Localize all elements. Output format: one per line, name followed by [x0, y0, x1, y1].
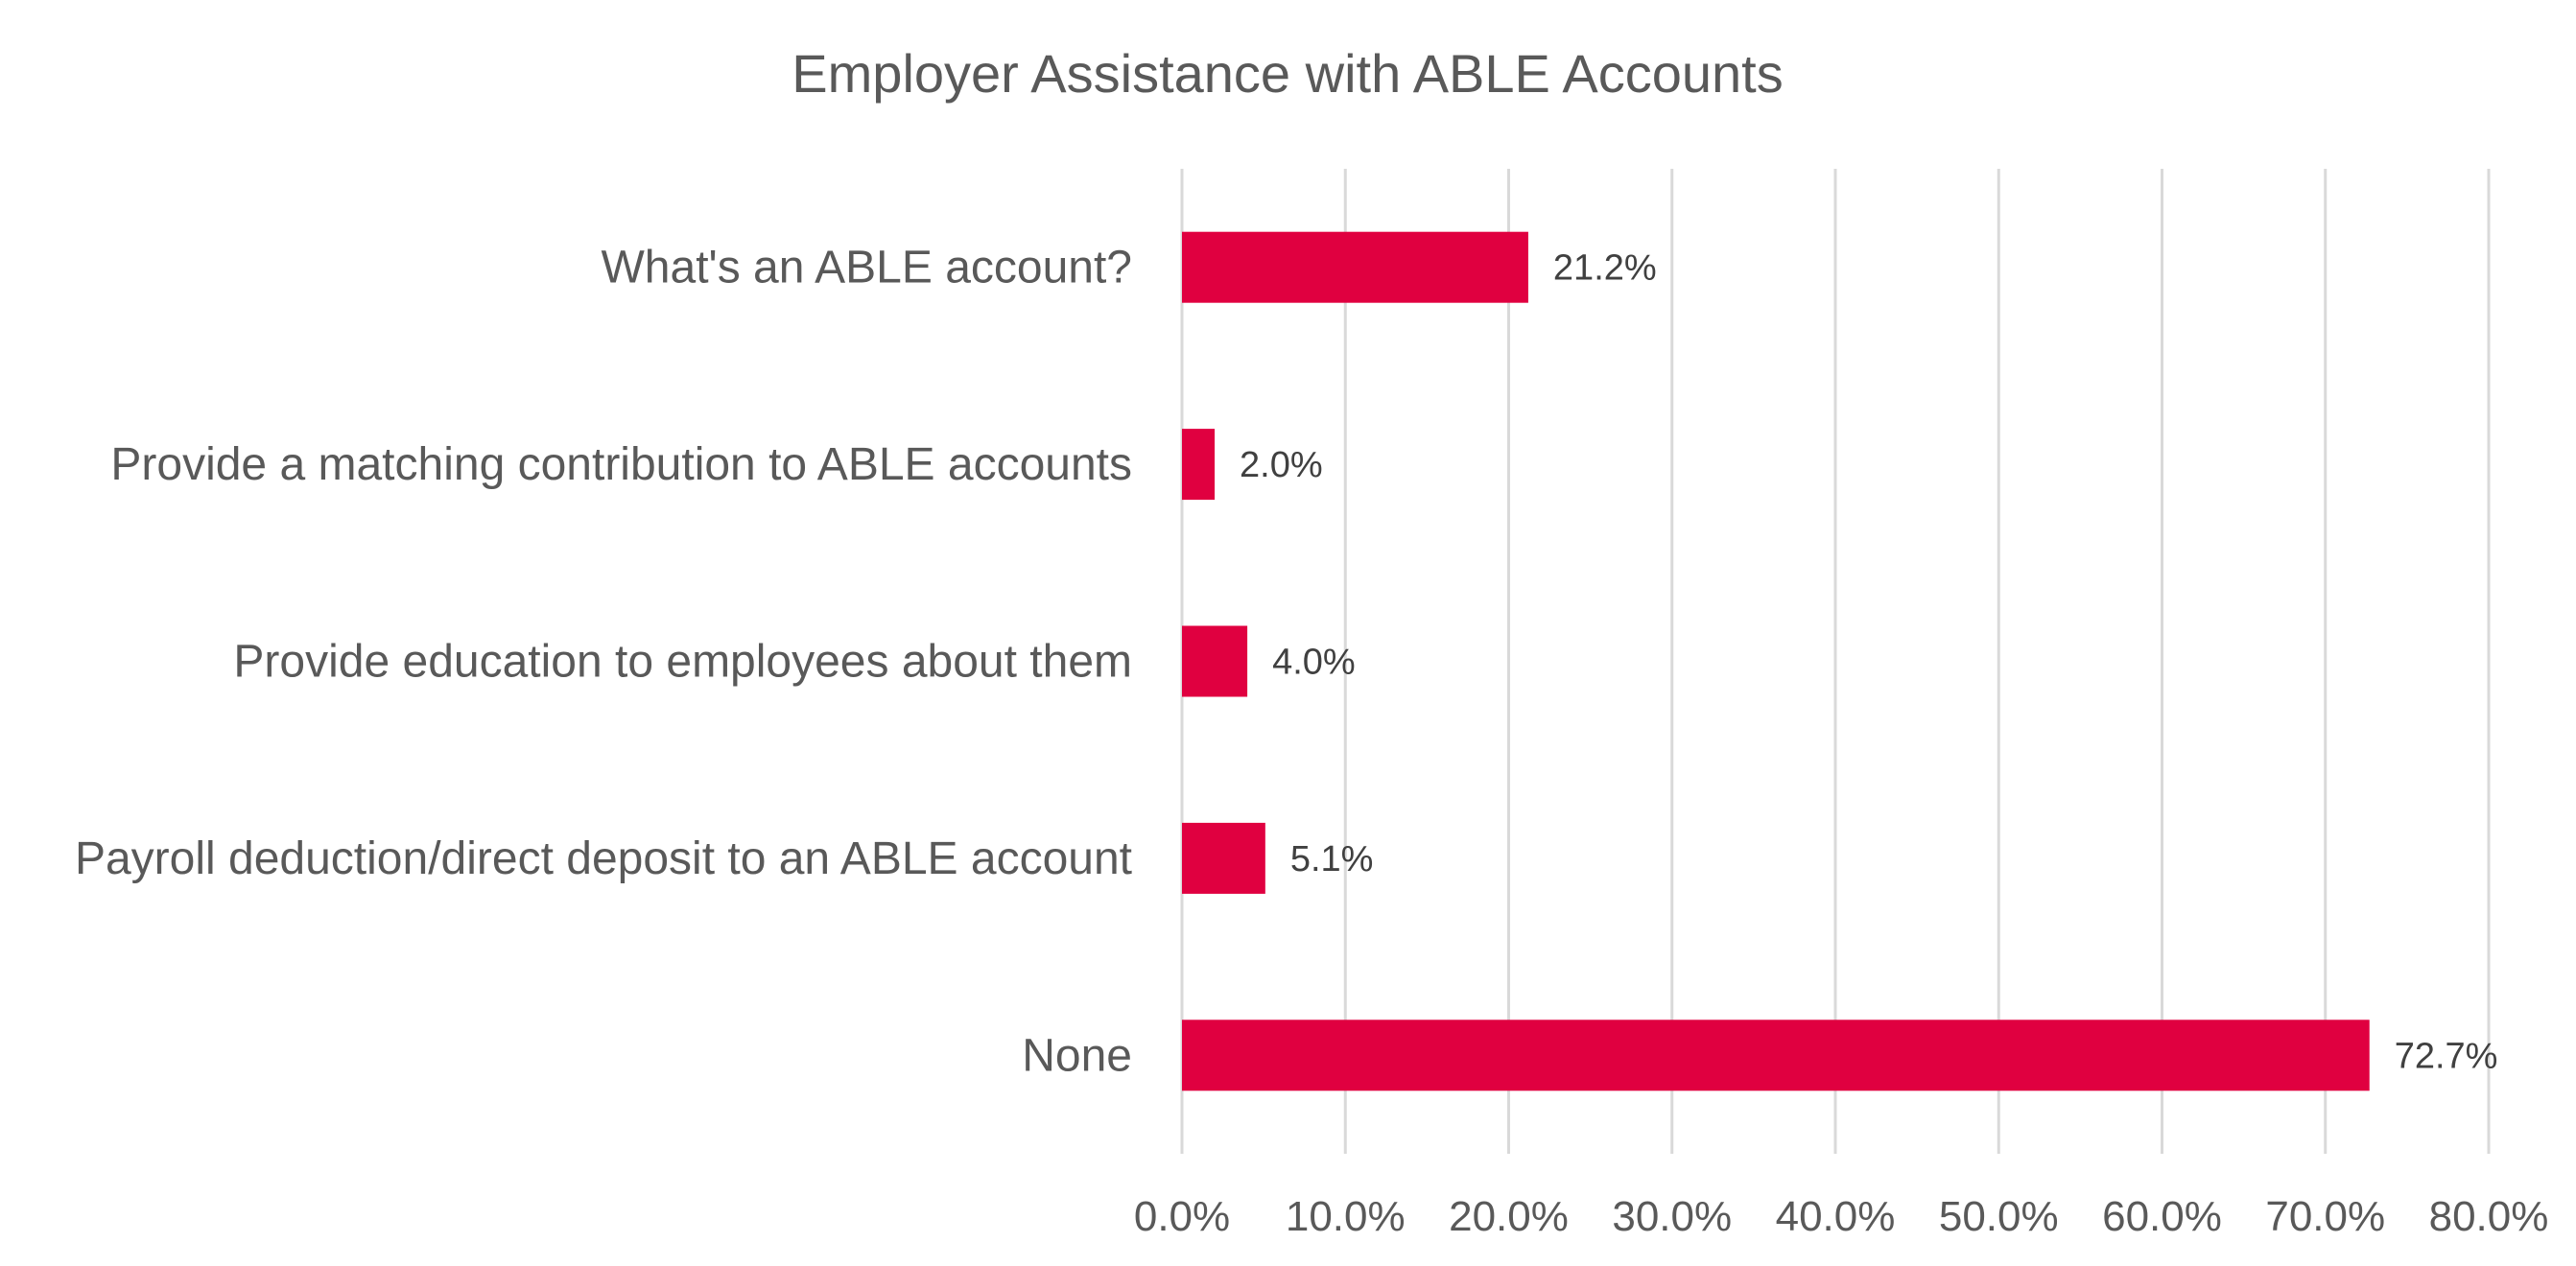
chart-title: Employer Assistance with ABLE Accounts: [792, 43, 1783, 104]
x-axis-tick-labels: 0.0% 10.0% 20.0% 30.0% 40.0% 50.0% 60.0% 70.0% 8…: [1134, 1193, 2549, 1240]
category-labels: What's an ABLE account? Provide a matchin…: [75, 243, 1132, 1082]
x-tick-label: 10.0%: [1286, 1193, 1406, 1240]
x-tick-label: 0.0%: [1134, 1193, 1230, 1240]
bar: [1182, 625, 1248, 697]
bar: [1182, 231, 1528, 303]
x-tick-label: 30.0%: [1612, 1193, 1732, 1240]
category-label: What's an ABLE account?: [602, 243, 1133, 293]
data-label: 21.2%: [1553, 248, 1657, 289]
data-label: 2.0%: [1240, 445, 1323, 485]
bar: [1182, 822, 1265, 894]
data-label: 5.1%: [1290, 839, 1374, 879]
bar: [1182, 1020, 2370, 1091]
bars: [1182, 231, 2370, 1091]
category-label: Provide a matching contribution to ABLE …: [110, 439, 1132, 490]
data-labels: 21.2% 2.0% 4.0% 5.1% 72.7%: [1240, 248, 2497, 1077]
x-tick-label: 50.0%: [1939, 1193, 2059, 1240]
category-label: Payroll deduction/direct deposit to an A…: [75, 833, 1132, 884]
x-tick-label: 40.0%: [1776, 1193, 1896, 1240]
category-label: Provide education to employees about the…: [233, 637, 1132, 688]
x-tick-label: 80.0%: [2429, 1193, 2549, 1240]
data-label: 72.7%: [2395, 1036, 2498, 1076]
data-label: 4.0%: [1272, 643, 1356, 683]
category-label: None: [1022, 1030, 1132, 1081]
gridlines: [1180, 169, 2491, 1154]
x-tick-label: 20.0%: [1449, 1193, 1569, 1240]
bar: [1182, 429, 1216, 501]
x-tick-label: 70.0%: [2265, 1193, 2385, 1240]
x-tick-label: 60.0%: [2102, 1193, 2222, 1240]
